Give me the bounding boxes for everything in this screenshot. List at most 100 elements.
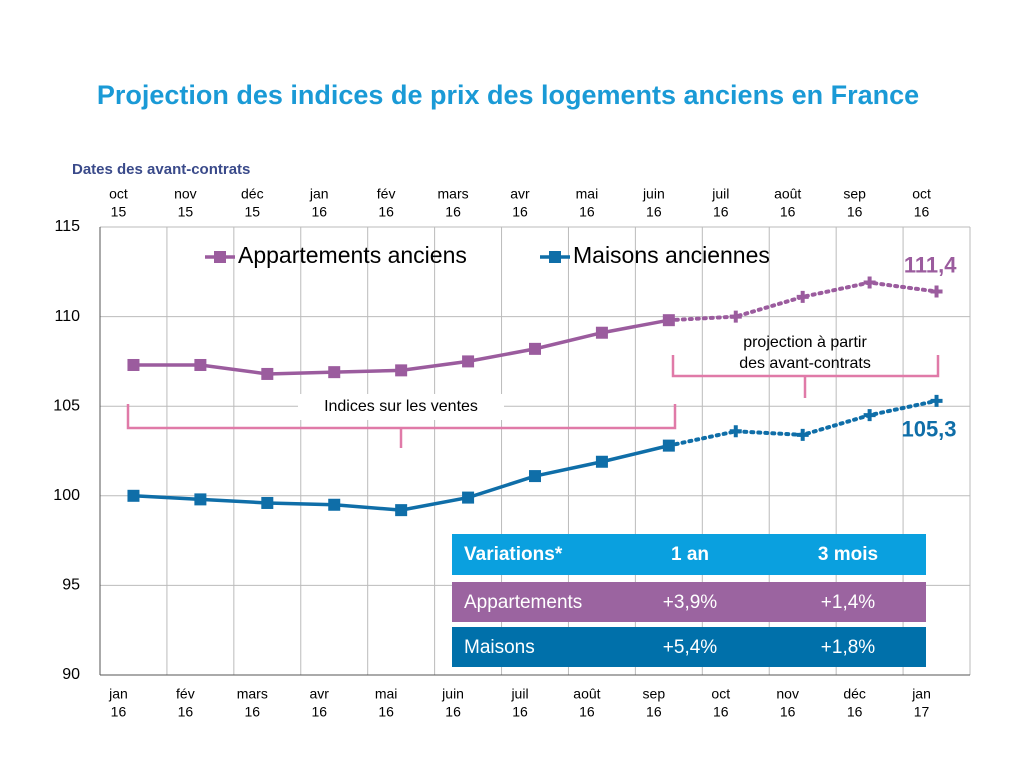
- x-tick-label: 16: [847, 704, 863, 720]
- table-row: [452, 627, 926, 667]
- x-tick-label: 15: [111, 204, 127, 220]
- x-tick-label: 16: [579, 204, 595, 220]
- y-tick-label: 105: [53, 397, 80, 414]
- x-tick-label: avr: [310, 686, 330, 702]
- x-tick-label: 16: [445, 704, 461, 720]
- point: [328, 366, 341, 379]
- point: [595, 326, 608, 339]
- table-header-cell: Variations*: [464, 544, 563, 565]
- x-tick-label: août: [774, 186, 801, 202]
- point: [194, 358, 207, 371]
- x-tick-label: 16: [847, 204, 863, 220]
- x-tick-label: 16: [245, 704, 261, 720]
- point: [729, 310, 742, 323]
- x-tick-label: oct: [109, 186, 128, 202]
- x-tick-label: 16: [512, 204, 528, 220]
- point: [796, 290, 809, 303]
- table-cell: +5,4%: [663, 637, 718, 658]
- point: [261, 496, 274, 509]
- x-tick-label: avr: [510, 186, 530, 202]
- x-tick-label: 16: [378, 204, 394, 220]
- x-tick-label: mars: [237, 686, 268, 702]
- x-tick-label: juil: [510, 686, 528, 702]
- point: [462, 355, 475, 368]
- x-tick-label: mars: [438, 186, 469, 202]
- x-tick-label: 16: [311, 204, 327, 220]
- x-tick-label: août: [573, 686, 600, 702]
- table-cell: +3,9%: [663, 592, 718, 613]
- annotation: Indices sur les ventes: [324, 398, 478, 415]
- annotation: projection à partir: [743, 334, 867, 351]
- x-tick-label: 16: [311, 704, 327, 720]
- legend-marker: [214, 251, 226, 263]
- x-tick-label: 17: [914, 704, 930, 720]
- x-tick-label: 16: [713, 704, 729, 720]
- x-tick-label: juil: [711, 186, 729, 202]
- value-label: 111,4: [904, 252, 957, 277]
- table-cell: +1,8%: [821, 637, 876, 658]
- table-cell: Appartements: [464, 592, 582, 613]
- point: [662, 439, 675, 452]
- point: [127, 358, 140, 371]
- point: [662, 314, 675, 327]
- value-label: 105,3: [901, 417, 956, 442]
- x-tick-label: 16: [378, 704, 394, 720]
- x-tick-label: nov: [174, 186, 197, 202]
- x-tick-label: jan: [108, 686, 128, 702]
- point: [863, 276, 876, 289]
- brackets: [126, 355, 940, 448]
- annotation-bg: [298, 394, 504, 420]
- x-tick-label: sep: [843, 186, 866, 202]
- bracket: [126, 404, 677, 448]
- x-tick-label: oct: [711, 686, 730, 702]
- x-tick-label: déc: [843, 686, 866, 702]
- point: [127, 489, 140, 502]
- x-tick-label: 15: [245, 204, 261, 220]
- annotation: des avant-contrats: [739, 355, 871, 372]
- point: [863, 409, 876, 422]
- x-tick-label: 16: [646, 204, 662, 220]
- y-tick-label: 95: [62, 577, 80, 594]
- table-header: [452, 534, 926, 575]
- x-tick-label: sep: [643, 686, 666, 702]
- x-tick-label: fév: [176, 686, 195, 702]
- x-tick-label: fév: [377, 186, 396, 202]
- table-row: [452, 582, 926, 622]
- x-tick-label: nov: [776, 686, 799, 702]
- point: [595, 455, 608, 468]
- legend-label: Maisons anciennes: [573, 242, 770, 268]
- table-cell: +1,4%: [821, 592, 876, 613]
- x-tick-label: 16: [646, 704, 662, 720]
- x-tick-label: 16: [178, 704, 194, 720]
- legend-marker: [549, 251, 561, 263]
- x-tick-label: 16: [445, 204, 461, 220]
- point: [395, 364, 408, 377]
- x-tick-label: 16: [111, 704, 127, 720]
- x-tick-label: déc: [241, 186, 264, 202]
- x-tick-label: mai: [375, 686, 398, 702]
- point: [930, 285, 943, 298]
- point: [328, 498, 341, 511]
- y-tick-label: 100: [53, 487, 80, 504]
- x-tick-label: juin: [642, 186, 665, 202]
- x-tick-label: 15: [178, 204, 194, 220]
- point: [529, 342, 541, 355]
- y-tick-label: 110: [54, 308, 80, 325]
- point: [529, 470, 541, 483]
- y-tick-label: 90: [62, 666, 80, 683]
- x-tick-label: 16: [713, 204, 729, 220]
- x-tick-label: mai: [576, 186, 599, 202]
- x-tick-label: 16: [914, 204, 930, 220]
- point: [930, 394, 943, 407]
- bracket: [671, 355, 940, 398]
- chart-title: Projection des indices de prix des logem…: [97, 80, 919, 110]
- x-tick-label: 16: [780, 204, 796, 220]
- table-cell: Maisons: [464, 637, 535, 658]
- x-tick-label: 16: [780, 704, 796, 720]
- point: [395, 504, 408, 517]
- point: [261, 367, 274, 380]
- top-axis-label: Dates des avant-contrats: [72, 161, 250, 178]
- point: [462, 491, 475, 504]
- x-tick-label: 16: [512, 704, 528, 720]
